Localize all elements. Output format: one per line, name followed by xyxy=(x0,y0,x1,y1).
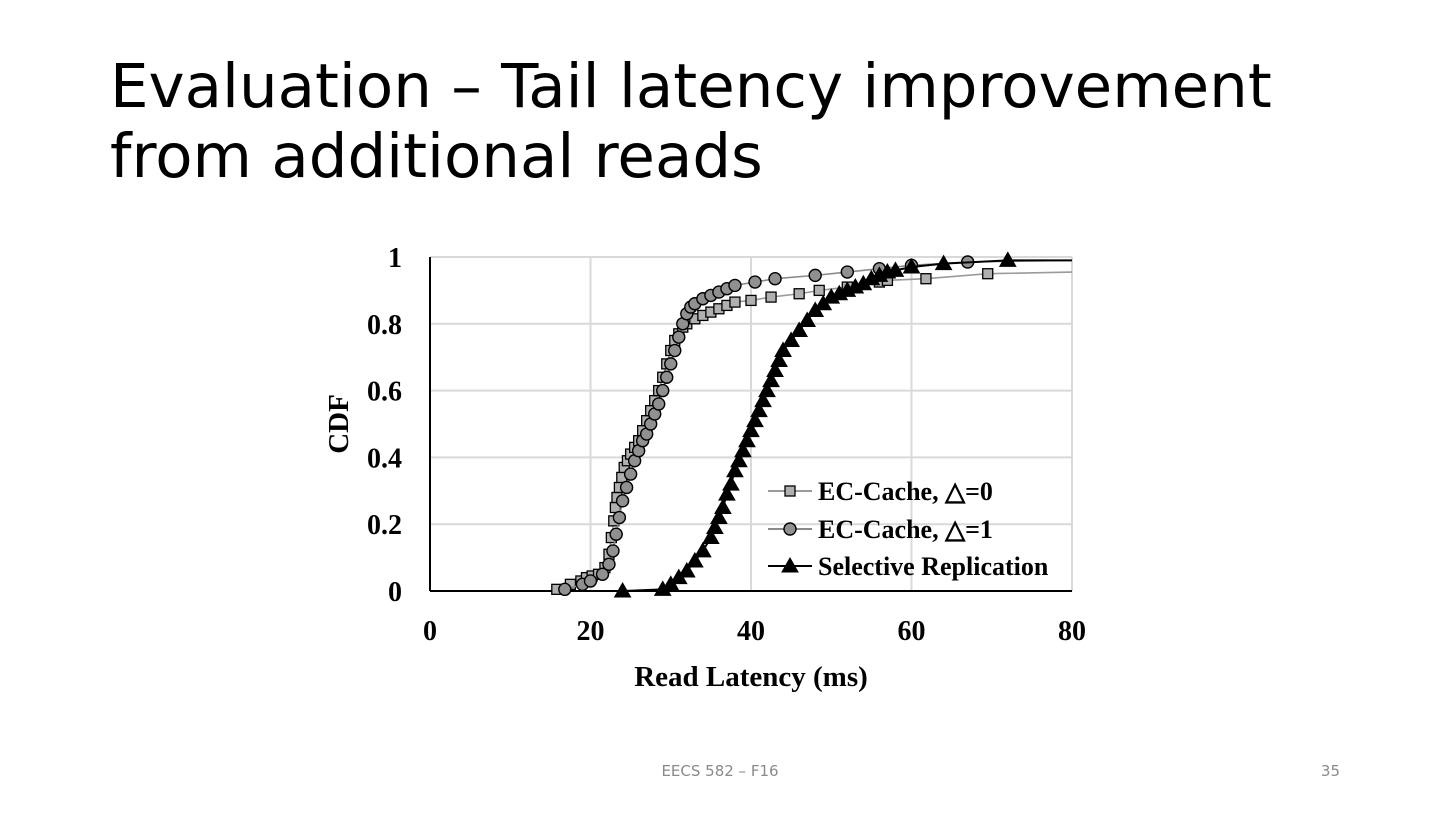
data-point xyxy=(790,321,809,337)
data-point xyxy=(745,294,757,307)
data-point xyxy=(623,467,638,481)
data-point xyxy=(710,508,728,525)
y-tick-label: 0.4 xyxy=(367,443,402,474)
data-point xyxy=(613,581,632,598)
data-point xyxy=(808,268,822,283)
chart-axes: 0 0.2 0.4 0.6 0.8 1 0 20 40 60 80 Read Latency (ms)… xyxy=(323,243,1086,693)
data-point xyxy=(702,528,720,545)
data-point xyxy=(998,251,1017,267)
data-point xyxy=(746,411,764,428)
data-point xyxy=(886,261,905,277)
x-tick-label: 80 xyxy=(1058,616,1086,647)
chart-legend: EC-Cache, △=0 EC-Cache, △=1 Selective Repl… xyxy=(768,477,1049,581)
data-point xyxy=(706,518,724,535)
data-point xyxy=(583,574,598,588)
series-line xyxy=(564,259,1073,591)
y-tick-label: 1 xyxy=(388,243,402,274)
legend-item: EC-Cache, △=1 xyxy=(768,515,993,544)
data-point xyxy=(934,254,953,271)
data-point xyxy=(793,288,805,300)
data-point xyxy=(726,461,744,478)
data-point xyxy=(982,268,994,280)
series-triangle xyxy=(613,251,1072,598)
series-circle xyxy=(558,255,1073,597)
data-point xyxy=(750,401,768,418)
data-point xyxy=(615,494,630,508)
y-tick-label: 0 xyxy=(388,577,402,608)
data-point xyxy=(765,291,777,303)
slide-title: Evaluation – Tail latency improvement fr… xyxy=(110,52,1310,192)
data-point xyxy=(714,498,732,514)
page-number: 35 xyxy=(1320,762,1340,780)
legend-label: EC-Cache, △=0 xyxy=(818,477,993,506)
data-point xyxy=(728,278,742,293)
series-line xyxy=(556,271,1073,591)
data-point xyxy=(734,441,752,458)
data-point xyxy=(664,357,678,371)
data-point xyxy=(619,480,634,495)
x-tick-label: 60 xyxy=(898,616,926,647)
data-point xyxy=(768,272,782,286)
data-point xyxy=(612,510,627,525)
x-tick-label: 40 xyxy=(737,616,765,647)
x-tick-label: 20 xyxy=(577,616,605,647)
data-point xyxy=(722,475,740,491)
data-point xyxy=(774,341,792,358)
chart-series xyxy=(551,251,1073,598)
data-point xyxy=(738,431,756,448)
legend-marker xyxy=(781,556,799,573)
data-point xyxy=(693,541,712,558)
x-axis-title: Read Latency (ms) xyxy=(634,661,868,693)
legend-item: EC-Cache, △=0 xyxy=(768,477,993,506)
data-point xyxy=(729,296,741,308)
data-point xyxy=(668,343,682,358)
data-point xyxy=(652,397,666,411)
data-point xyxy=(677,561,696,578)
legend-label: Selective Replication xyxy=(818,552,1049,581)
data-point xyxy=(766,361,784,378)
slide-title-line-1: Evaluation – Tail latency improvement xyxy=(110,51,1272,122)
data-point xyxy=(840,265,854,279)
data-point xyxy=(718,485,736,501)
data-point xyxy=(770,351,788,368)
data-point xyxy=(813,284,825,297)
data-point xyxy=(754,391,772,408)
data-point xyxy=(920,273,932,285)
data-point xyxy=(748,275,762,289)
legend-label: EC-Cache, △=1 xyxy=(818,515,993,544)
data-point xyxy=(660,370,674,384)
series-square xyxy=(551,268,1073,595)
data-point xyxy=(606,544,620,558)
y-tick-label: 0.2 xyxy=(367,510,402,541)
data-point xyxy=(672,330,686,344)
data-point xyxy=(656,383,670,398)
data-point xyxy=(758,381,776,398)
data-point xyxy=(685,551,704,568)
data-point xyxy=(609,527,623,541)
data-point xyxy=(902,258,921,274)
data-point xyxy=(742,421,760,438)
data-point xyxy=(762,371,780,388)
data-point xyxy=(782,331,800,347)
legend-marker xyxy=(784,485,796,497)
y-tick-label: 0.6 xyxy=(367,377,402,408)
data-point xyxy=(595,567,610,581)
x-tick-label: 0 xyxy=(423,616,437,647)
data-point xyxy=(798,311,817,327)
y-axis-title: CDF xyxy=(323,394,355,454)
data-point xyxy=(730,451,748,468)
slide-footer: EECS 582 – F16 xyxy=(661,762,779,780)
y-tick-label: 0.8 xyxy=(367,310,402,341)
legend-marker xyxy=(783,522,797,536)
legend-item: Selective Replication xyxy=(768,552,1049,581)
data-point xyxy=(602,557,616,571)
data-point xyxy=(558,582,572,597)
slide-title-line-2: from additional reads xyxy=(110,121,763,192)
